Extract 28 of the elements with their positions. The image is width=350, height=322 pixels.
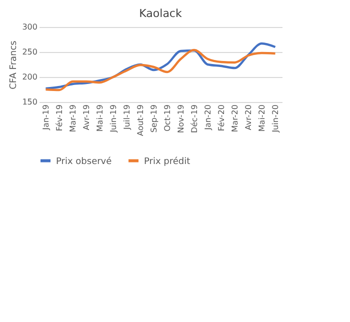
x-tick-label: Fév-20 (216, 104, 226, 132)
line-series (44, 42, 276, 90)
x-tick-label: Sep-19 (149, 104, 158, 133)
x-tick-label: Oct-19 (162, 104, 172, 132)
x-tick-label: Juin-20 (270, 104, 280, 134)
x-tick-label: Juin-19 (108, 104, 118, 134)
line-series (44, 48, 276, 92)
y-tick-label: 200 (22, 72, 38, 82)
legend-label: Prix prédit (144, 156, 191, 167)
x-tick-label: Nov-19 (176, 104, 186, 133)
x-tick-label: Jan-19 (41, 104, 50, 131)
x-tick-label: Mai-20 (257, 104, 266, 132)
chart-title: Kaolack (139, 7, 182, 20)
legend-label: Prix observé (56, 156, 112, 167)
y-tick-label: 250 (22, 48, 38, 56)
x-tick-label: Jan-20 (203, 104, 212, 131)
y-axis-title: CFA Francs (9, 40, 20, 90)
x-tick-label: Juil-19 (122, 104, 132, 130)
x-tick-label: Fév-19 (54, 104, 64, 132)
x-tick-label: Avr-19 (82, 104, 91, 130)
x-tick-label: Mar-20 (230, 104, 240, 132)
y-tick-label: 150 (22, 98, 38, 106)
x-tick-label: Aout-19 (136, 104, 145, 136)
x-tick-label: Déc-19 (190, 104, 199, 134)
x-tick-label: Avr-20 (244, 104, 253, 130)
x-tick-label: Mai-19 (95, 104, 104, 132)
x-tick-label: Mar-19 (68, 104, 78, 132)
y-tick-label: 300 (22, 22, 38, 32)
